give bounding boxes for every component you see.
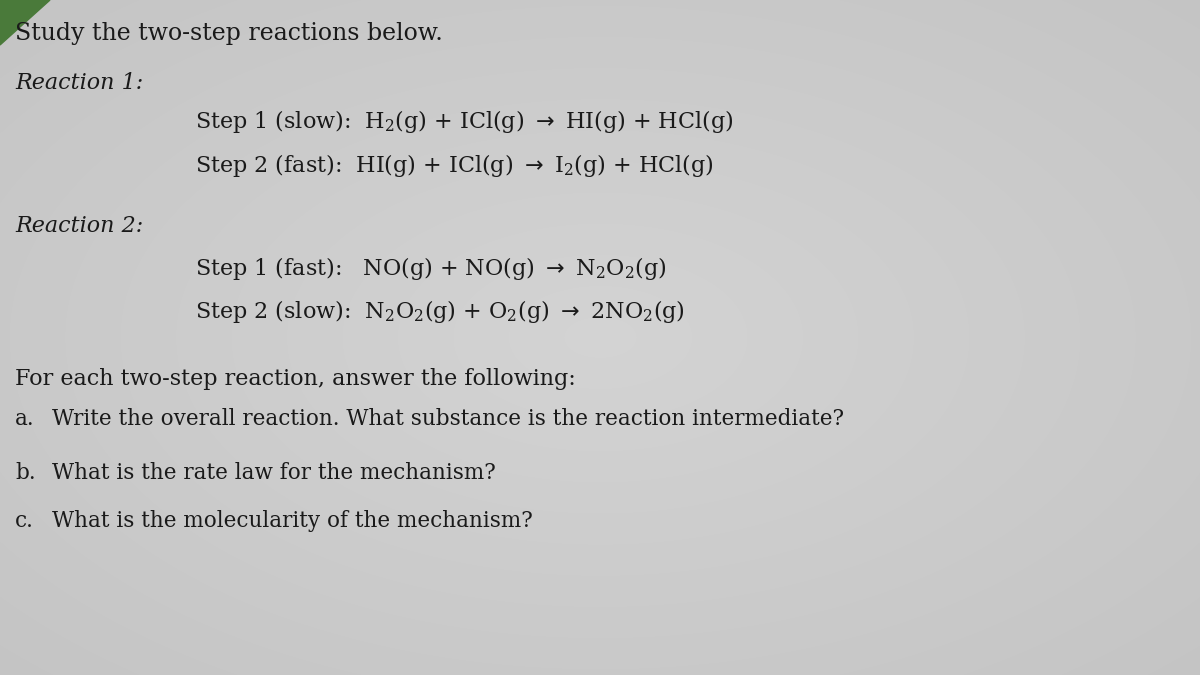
Text: What is the molecularity of the mechanism?: What is the molecularity of the mechanis… — [52, 510, 533, 532]
Text: Reaction 1:: Reaction 1: — [14, 72, 143, 94]
Text: What is the rate law for the mechanism?: What is the rate law for the mechanism? — [52, 462, 496, 484]
Text: c.: c. — [14, 510, 34, 532]
Text: Step 2 (slow):  $\mathregular{N_2O_2}$(g) + $\mathregular{O_2}$(g) $\rightarrow$: Step 2 (slow): $\mathregular{N_2O_2}$(g)… — [194, 298, 685, 325]
Text: Step 2 (fast):  HI(g) + ICl(g) $\rightarrow$ $\mathregular{I_2}$(g) + HCl(g): Step 2 (fast): HI(g) + ICl(g) $\rightarr… — [194, 152, 714, 179]
Polygon shape — [0, 0, 50, 45]
Text: Step 1 (fast):   NO(g) + NO(g) $\rightarrow$ $\mathregular{N_2O_2}$(g): Step 1 (fast): NO(g) + NO(g) $\rightarro… — [194, 255, 667, 282]
Text: Reaction 2:: Reaction 2: — [14, 215, 143, 237]
Text: b.: b. — [14, 462, 36, 484]
Text: Study the two-step reactions below.: Study the two-step reactions below. — [14, 22, 443, 45]
Text: For each two-step reaction, answer the following:: For each two-step reaction, answer the f… — [14, 368, 576, 390]
Text: Write the overall reaction. What substance is the reaction intermediate?: Write the overall reaction. What substan… — [52, 408, 844, 430]
Text: a.: a. — [14, 408, 35, 430]
Text: Step 1 (slow):  $\mathregular{H_2}$(g) + ICl(g) $\rightarrow$ HI(g) + HCl(g): Step 1 (slow): $\mathregular{H_2}$(g) + … — [194, 108, 733, 135]
